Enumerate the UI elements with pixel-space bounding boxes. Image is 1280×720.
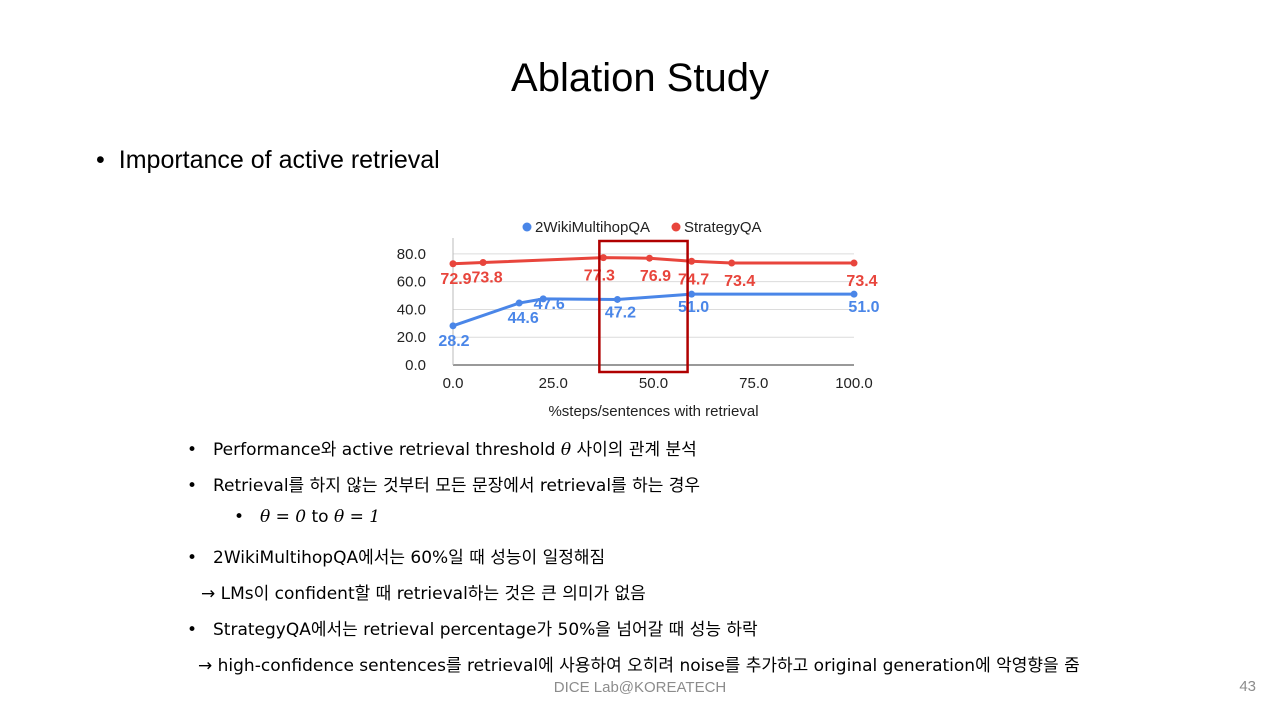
data-label: 74.7 bbox=[678, 271, 709, 288]
bullet-item-4: • 2WikiMultihopQA에서는 60%일 때 성능이 일정해짐 bbox=[187, 548, 606, 568]
data-point bbox=[645, 254, 653, 262]
data-point bbox=[728, 259, 736, 267]
data-label: 73.8 bbox=[472, 270, 503, 287]
main-bullet: • Importance of active retrieval bbox=[96, 146, 440, 175]
bullet-1-pre: Performance와 active retrieval threshold bbox=[213, 440, 561, 460]
x-tick-label: 50.0 bbox=[639, 375, 668, 392]
bullet-item-3: • θ = 0 to θ = 1 bbox=[234, 507, 381, 527]
bullet-item-2: • Retrieval를 하지 않는 것부터 모든 문장에서 retrieval를… bbox=[187, 476, 701, 496]
data-label: 76.9 bbox=[640, 268, 671, 285]
bullet-1-math: θ bbox=[560, 440, 572, 460]
bullet-3-math-b: θ = 1 bbox=[333, 507, 381, 527]
legend-marker bbox=[671, 222, 681, 232]
bullet-1-post: 사이의 관계 분석 bbox=[571, 440, 697, 460]
page-number: 43 bbox=[1239, 678, 1256, 695]
legend-marker bbox=[522, 222, 532, 232]
data-point bbox=[479, 259, 487, 266]
slide-title: Ablation Study bbox=[511, 56, 769, 100]
bullet-item-6: • StrategyQA에서는 retrieval percentage가 50%… bbox=[187, 620, 758, 640]
x-tick-label: 0.0 bbox=[443, 375, 464, 392]
bullet-2-text: Retrieval를 하지 않는 것부터 모든 문장에서 retrieval를 … bbox=[213, 476, 701, 496]
bullet-item-5: → LMs이 confident할 때 retrieval하는 것은 큰 의미가… bbox=[201, 584, 646, 604]
data-point bbox=[449, 260, 457, 268]
bullet-dot: • bbox=[96, 146, 105, 174]
bullet-4-text: 2WikiMultihopQA에서는 60%일 때 성능이 일정해짐 bbox=[213, 548, 606, 568]
y-tick-label: 40.0 bbox=[397, 301, 426, 318]
data-point bbox=[850, 259, 858, 267]
bullet-3-mid: to bbox=[306, 507, 334, 527]
x-tick-label: 100.0 bbox=[835, 375, 873, 392]
data-label: 73.4 bbox=[846, 273, 877, 290]
bullet-3-math-a: θ = 0 bbox=[260, 507, 307, 527]
data-point bbox=[613, 295, 621, 303]
bullet-6-text: StrategyQA에서는 retrieval percentage가 50%을… bbox=[213, 620, 758, 640]
legend-label: StrategyQA bbox=[684, 219, 762, 236]
data-label: 47.6 bbox=[534, 296, 565, 313]
line-chart: 0.0 20.0 40.0 60.0 80.0 0.0 25.0 50.0 75.0 100.0%… bbox=[380, 210, 900, 425]
x-tick-label: 75.0 bbox=[739, 375, 768, 392]
data-point bbox=[850, 290, 858, 298]
data-point bbox=[449, 322, 457, 330]
data-label: 72.9 bbox=[440, 271, 471, 288]
y-tick-label: 60.0 bbox=[397, 274, 426, 291]
data-label: 44.6 bbox=[508, 310, 539, 327]
x-tick-label: 25.0 bbox=[539, 375, 568, 392]
data-point bbox=[688, 257, 696, 265]
data-label: 73.4 bbox=[724, 273, 755, 290]
highlight-box bbox=[598, 239, 689, 374]
legend-label: 2WikiMultihopQA bbox=[535, 219, 650, 236]
footer-text: DICE Lab@KOREATECH bbox=[553, 679, 727, 696]
data-point bbox=[599, 254, 607, 262]
y-tick-label: 80.0 bbox=[397, 246, 426, 263]
bullet-item-1: • Performance와 active retrieval threshold… bbox=[187, 440, 697, 460]
y-tick-label: 0.0 bbox=[405, 357, 426, 374]
bullet-item-7: → high-confidence sentences를 retrieval에 … bbox=[198, 656, 1080, 676]
data-point bbox=[515, 299, 523, 307]
chart-svg: 0.0 20.0 40.0 60.0 80.0 0.0 25.0 50.0 75.0 100.0%… bbox=[397, 219, 880, 420]
data-label: 47.2 bbox=[605, 304, 636, 321]
data-point bbox=[539, 295, 547, 303]
y-tick-label: 20.0 bbox=[397, 329, 426, 346]
x-axis-title: %steps/sentences with retrieval bbox=[548, 403, 758, 420]
main-bullet-text: Importance of active retrieval bbox=[118, 146, 440, 174]
series-line bbox=[452, 292, 854, 328]
data-point bbox=[688, 290, 696, 298]
data-label: 51.0 bbox=[848, 299, 879, 316]
data-label: 28.2 bbox=[438, 333, 469, 350]
data-label: 51.0 bbox=[678, 299, 709, 316]
